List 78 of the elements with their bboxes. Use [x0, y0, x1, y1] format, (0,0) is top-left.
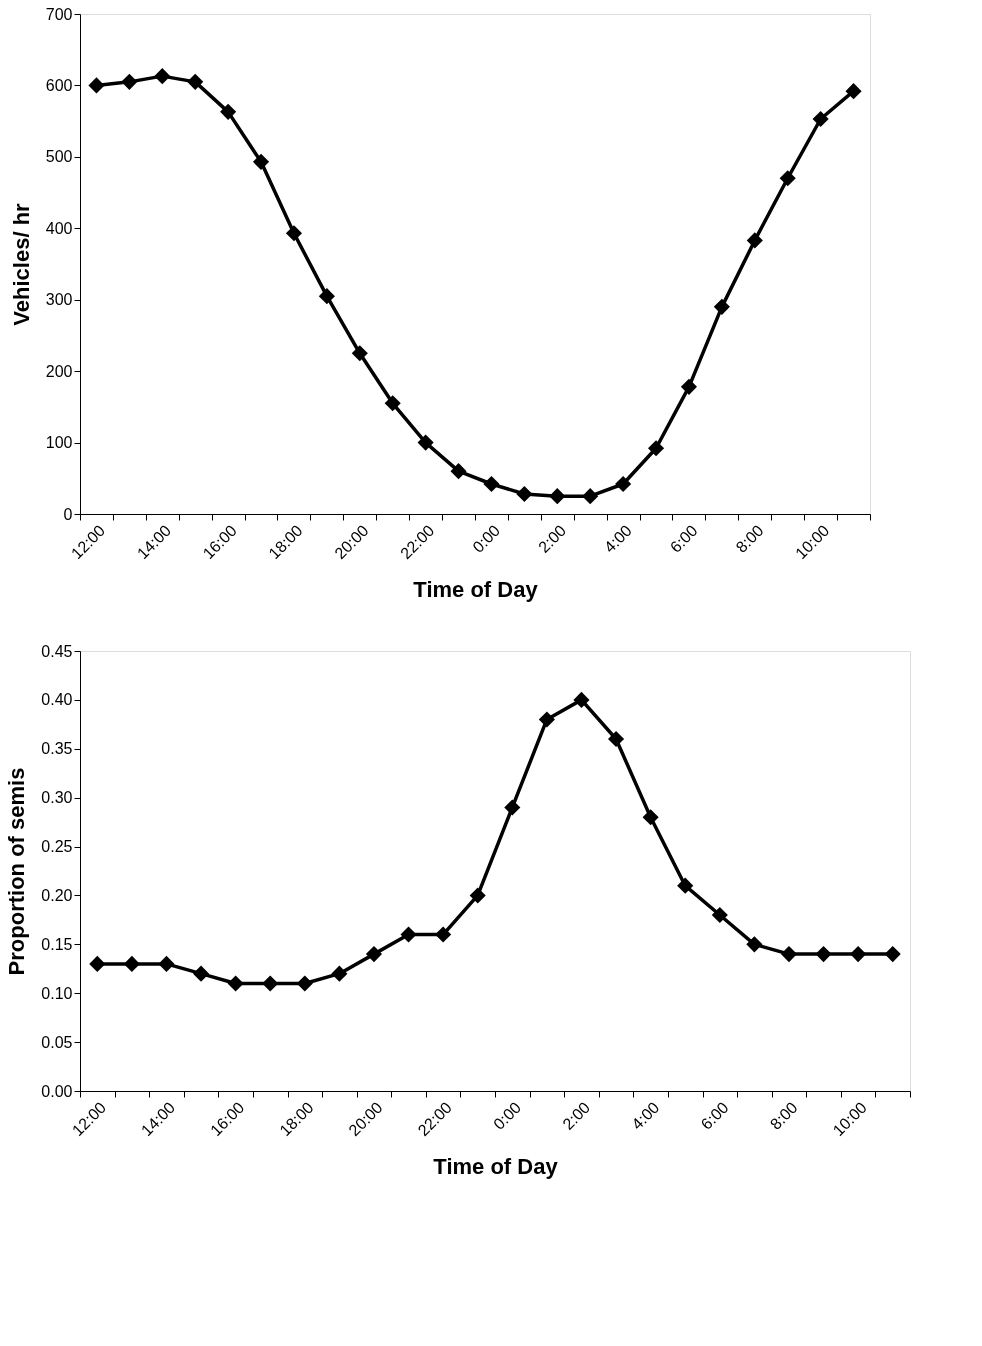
x-tick-label: 0:00 — [469, 521, 504, 556]
point — [746, 936, 763, 953]
point — [88, 77, 105, 94]
y-tick-label: 0.15 — [41, 935, 73, 953]
point — [158, 955, 175, 972]
x-tick-label: 4:00 — [628, 1098, 663, 1133]
x-tick-label: 0:00 — [490, 1098, 525, 1133]
point — [538, 711, 555, 728]
point — [483, 475, 500, 493]
point — [296, 975, 313, 992]
point — [573, 691, 590, 708]
point — [516, 485, 533, 503]
y-tick-label: 100 — [45, 434, 73, 452]
x-tick-label: 6:00 — [666, 521, 701, 556]
y-axis-title: Vehicles/ hr — [8, 202, 34, 326]
y-tick-label: 500 — [45, 148, 73, 166]
point — [220, 103, 237, 120]
point — [713, 298, 730, 315]
y-tick-label: 200 — [45, 362, 73, 380]
point — [815, 946, 832, 963]
point — [615, 475, 632, 493]
point — [607, 730, 625, 748]
y-tick-label: 0.45 — [41, 642, 73, 660]
point — [331, 965, 348, 982]
point — [845, 83, 862, 100]
point — [89, 955, 106, 972]
point — [746, 232, 763, 249]
y-tick-label: 400 — [45, 219, 73, 237]
point — [812, 110, 829, 128]
point — [779, 170, 796, 187]
point — [187, 73, 204, 90]
point — [417, 434, 434, 451]
point — [154, 68, 171, 85]
point — [850, 946, 867, 963]
point — [400, 926, 417, 943]
y-tick-label: 700 — [45, 5, 73, 23]
point — [642, 809, 659, 826]
y-tick-label: 0.00 — [41, 1082, 73, 1100]
x-axis-title: Time of Day — [413, 577, 539, 603]
y-tick-label: 0.25 — [41, 838, 73, 856]
x-axis-title: Time of Day — [433, 1154, 559, 1180]
y-tick-label: 0.05 — [41, 1033, 73, 1051]
point — [647, 440, 665, 457]
y-tick-label: 0 — [63, 505, 73, 523]
point — [351, 345, 368, 362]
x-tick-label: 8:00 — [732, 521, 767, 556]
point — [435, 926, 452, 943]
point — [192, 965, 210, 982]
y-tick-label: 300 — [45, 291, 73, 309]
point — [384, 395, 401, 412]
point — [780, 946, 798, 963]
point — [285, 225, 303, 242]
point — [450, 463, 467, 480]
y-axis-title: Proportion of semis — [4, 767, 30, 976]
point — [252, 153, 270, 170]
x-tick-label: 6:00 — [697, 1098, 732, 1133]
point — [711, 906, 728, 924]
y-tick-label: 0.10 — [41, 984, 73, 1002]
point — [504, 799, 521, 816]
x-tick-label: 8:00 — [766, 1098, 801, 1133]
point — [549, 488, 566, 505]
point — [227, 975, 244, 992]
point — [884, 946, 901, 963]
y-tick-label: 0.30 — [41, 789, 73, 807]
y-tick-label: 0.40 — [41, 691, 73, 709]
point — [582, 488, 599, 505]
x-tick-label: 4:00 — [600, 521, 636, 556]
point — [262, 975, 279, 992]
point — [677, 877, 694, 894]
point — [121, 73, 138, 90]
point — [365, 946, 383, 963]
y-tick-label: 600 — [45, 76, 73, 94]
point — [680, 378, 698, 395]
y-tick-label: 0.35 — [41, 740, 73, 758]
point — [469, 887, 486, 904]
point — [318, 288, 335, 305]
y-tick-label: 0.20 — [41, 886, 73, 904]
point — [123, 955, 140, 972]
